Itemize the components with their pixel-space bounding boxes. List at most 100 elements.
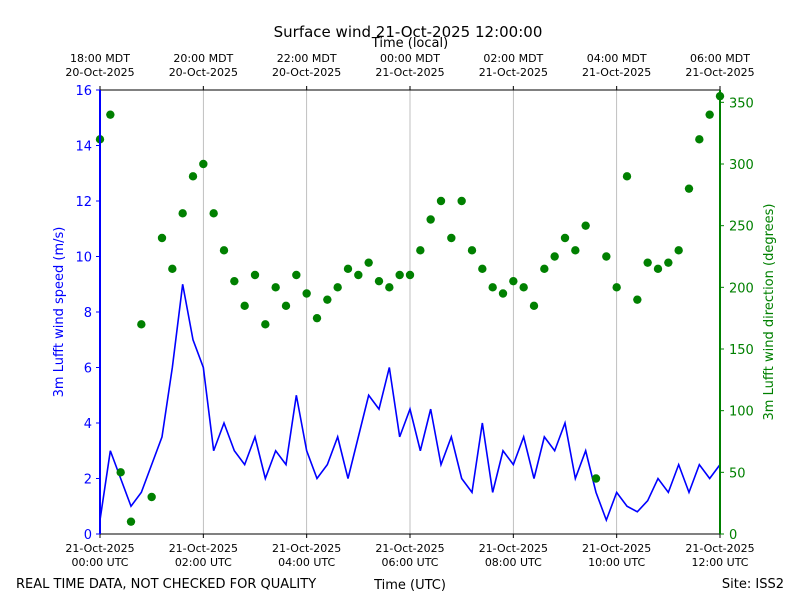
x2-tick-label: 00:00 MDT [380, 52, 440, 65]
direction-dot [126, 517, 136, 526]
direction-dot [509, 276, 518, 286]
direction-dot [240, 301, 249, 311]
direction-dot [591, 474, 601, 483]
x-tick-label: 21-Oct-2025 [169, 542, 238, 555]
direction-dot [684, 184, 694, 193]
direction-dot [498, 289, 508, 298]
direction-dot [540, 264, 549, 274]
x2-tick-label: 20-Oct-2025 [65, 66, 134, 79]
direction-dot [643, 258, 652, 267]
direction-dot [209, 209, 218, 218]
y2-tick-label: 300 [729, 158, 754, 173]
direction-dot [560, 233, 570, 243]
direction-dot [147, 492, 156, 502]
direction-dot [292, 270, 301, 280]
direction-dot [219, 246, 229, 255]
direction-dot [312, 313, 322, 323]
direction-dot [519, 283, 528, 292]
direction-dot [230, 276, 239, 286]
direction-dot [188, 172, 198, 181]
y2-tick-label: 350 [729, 96, 754, 111]
x2-tick-label: 06:00 MDT [690, 52, 750, 65]
direction-dot [467, 246, 477, 255]
x-tick-label: 10:00 UTC [588, 556, 645, 569]
y-tick-label: 0 [84, 528, 92, 543]
y-tick-label: 14 [75, 140, 92, 155]
x-tick-label: 21-Oct-2025 [375, 542, 444, 555]
x2-tick-label: 18:00 MDT [70, 52, 130, 65]
x2-axis-label: Time (local) [371, 36, 448, 51]
direction-dot [281, 301, 291, 311]
direction-dot [457, 196, 466, 206]
direction-dot [602, 252, 611, 261]
direction-dot [168, 264, 177, 274]
y2-tick-label: 200 [729, 281, 754, 296]
direction-dot [581, 221, 590, 230]
direction-dot [488, 283, 497, 292]
direction-dot [633, 295, 642, 304]
y-tick-label: 6 [84, 362, 92, 377]
y-tick-label: 4 [84, 417, 92, 432]
direction-dot [250, 270, 260, 280]
chart-title: Surface wind 21-Oct-2025 12:00:00 [274, 23, 543, 41]
x-tick-label: 06:00 UTC [381, 556, 438, 569]
x-tick-label: 12:00 UTC [691, 556, 748, 569]
y2-tick-label: 250 [729, 220, 754, 235]
direction-dot [354, 270, 363, 280]
direction-dot [302, 289, 311, 298]
direction-dot [436, 196, 446, 206]
x2-tick-label: 20-Oct-2025 [272, 66, 341, 79]
direction-dot [550, 252, 559, 261]
x-tick-label: 04:00 UTC [278, 556, 335, 569]
footer-left: REAL TIME DATA, NOT CHECKED FOR QUALITY [16, 577, 316, 592]
y-axis-label: 3m Lufft wind speed (m/s) [52, 227, 67, 398]
x-tick-label: 00:00 UTC [71, 556, 128, 569]
x2-tick-label: 21-Oct-2025 [479, 66, 548, 79]
y2-tick-label: 150 [729, 343, 754, 358]
direction-dot [343, 264, 353, 274]
y-tick-label: 2 [84, 473, 92, 488]
direction-dot [374, 276, 384, 286]
x2-tick-label: 20:00 MDT [173, 52, 233, 65]
direction-dot [116, 468, 125, 477]
speed-line [99, 284, 721, 523]
direction-dot [664, 258, 673, 267]
y2-axis-label: 3m Lufft wind direction (degrees) [762, 204, 777, 421]
y-tick-label: 8 [84, 306, 92, 321]
y-tick-label: 12 [75, 195, 92, 210]
footer-right: Site: ISS2 [722, 577, 784, 592]
direction-dot [137, 320, 146, 329]
direction-dot [199, 159, 208, 169]
x2-tick-label: 04:00 MDT [587, 52, 647, 65]
direction-dot [447, 233, 456, 243]
x2-tick-label: 21-Oct-2025 [685, 66, 754, 79]
direction-dot [478, 264, 487, 274]
direction-dot [426, 215, 435, 224]
direction-dot [395, 270, 404, 280]
x-tick-label: 21-Oct-2025 [479, 542, 548, 555]
direction-dot [695, 135, 704, 144]
y-tick-label: 16 [75, 84, 92, 99]
direction-dot [705, 110, 714, 119]
x-axis-label: Time (UTC) [373, 578, 446, 593]
x-tick-label: 21-Oct-2025 [272, 542, 341, 555]
y2-tick-label: 50 [729, 466, 746, 481]
direction-dot [178, 209, 187, 218]
x2-tick-label: 20-Oct-2025 [169, 66, 238, 79]
y2-tick-label: 0 [729, 528, 737, 543]
x-tick-label: 08:00 UTC [485, 556, 542, 569]
direction-dot [405, 270, 415, 280]
direction-dot [529, 301, 539, 311]
direction-dot [612, 283, 621, 292]
x-tick-label: 21-Oct-2025 [685, 542, 754, 555]
direction-dot [323, 295, 332, 304]
x-tick-label: 02:00 UTC [175, 556, 232, 569]
x-tick-label: 21-Oct-2025 [582, 542, 651, 555]
y2-tick-label: 100 [729, 405, 754, 420]
direction-dot [653, 264, 663, 274]
direction-dot [571, 246, 580, 255]
direction-dot [385, 283, 394, 292]
x2-tick-label: 21-Oct-2025 [582, 66, 651, 79]
